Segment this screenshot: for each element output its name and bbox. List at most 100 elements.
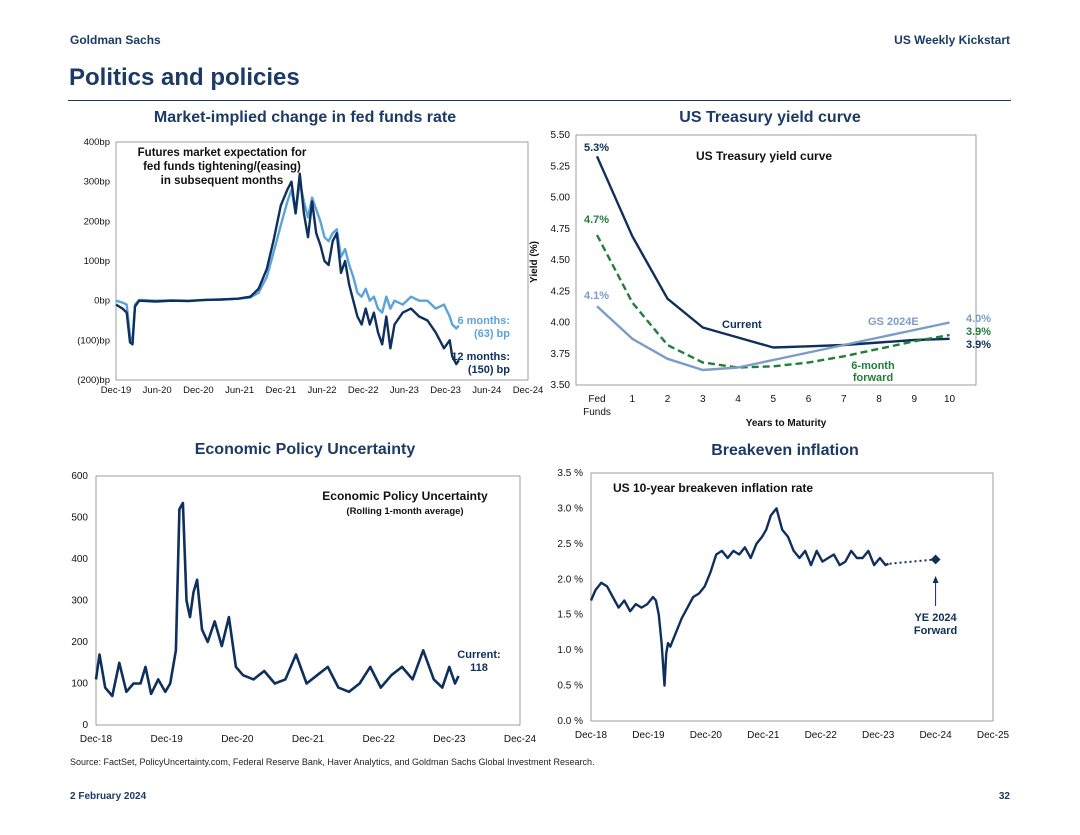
series-name-label: GS 2024E <box>868 316 919 328</box>
inner-title: Economic Policy Uncertainty <box>322 489 488 503</box>
forecast-dotted-line <box>889 558 936 565</box>
fed-panel-title: Market-implied change in fed funds rate <box>153 109 457 126</box>
y-tick-label: (200)bp <box>77 375 110 386</box>
x-tick-label: 8 <box>876 394 882 405</box>
series-name-label: forward <box>853 372 893 384</box>
annotation-line: in subsequent months <box>161 175 284 187</box>
x-tick-label: Dec-23 <box>433 734 466 745</box>
x-tick-sub: Funds <box>583 407 611 418</box>
x-tick-label: Dec-22 <box>363 734 396 745</box>
current-label: 118 <box>470 662 488 674</box>
y-tick-label: (100)bp <box>77 335 110 346</box>
x-tick-label: Dec-18 <box>80 734 113 745</box>
x-tick-label: 10 <box>944 394 956 405</box>
y-tick-label: 4.00 <box>551 318 571 329</box>
x-tick-label: 6 <box>806 394 812 405</box>
forecast-arrow-head <box>932 576 939 583</box>
source-note: Source: FactSet, PolicyUncertainty.com, … <box>70 757 595 767</box>
y-tick-label: 3.50 <box>551 380 571 391</box>
y-tick-label: 300bp <box>84 177 110 188</box>
x-tick-label: 5 <box>770 394 776 405</box>
x-tick-label: Dec-24 <box>504 734 537 745</box>
inner-subtitle: (Rolling 1-month average) <box>346 506 463 517</box>
x-tick-label: Jun-22 <box>307 385 336 396</box>
y-tick-label: 1.5 % <box>557 610 583 621</box>
series-line-breakeven <box>589 507 890 687</box>
y-tick-label: 400bp <box>84 137 110 148</box>
end-label: 6 months: <box>457 315 510 327</box>
forecast-label: Forward <box>914 625 957 637</box>
start-value-label: 4.7% <box>584 214 609 226</box>
y-tick-label: 2.5 % <box>557 539 583 550</box>
x-tick-label: Dec-20 <box>690 730 723 741</box>
y-tick-label: 400 <box>71 554 88 565</box>
x-tick-label: Jun-23 <box>390 385 419 396</box>
x-tick-label: 1 <box>629 394 635 405</box>
brand-label: Goldman Sachs <box>70 33 161 47</box>
end-label: 12 months: <box>451 351 510 363</box>
current-label: Current: <box>457 649 500 661</box>
report-date: 2 February 2024 <box>70 791 147 802</box>
series-name-label: 6-month <box>851 360 895 372</box>
forecast-label: YE 2024 <box>914 612 957 624</box>
annotation-line: fed funds tightening/(easing) <box>143 161 301 173</box>
y-tick-label: 4.75 <box>551 224 571 235</box>
x-tick-label: Dec-22 <box>348 385 379 396</box>
x-tick-label: Dec-21 <box>292 734 325 745</box>
y-tick-label: 100bp <box>84 256 110 267</box>
y-tick-label: 2.0 % <box>557 574 583 585</box>
inner-title: US 10-year breakeven inflation rate <box>613 481 813 495</box>
forecast-marker <box>930 554 941 565</box>
x-tick-label: Dec-24 <box>513 385 544 396</box>
page-number: 32 <box>998 791 1010 802</box>
title-divider <box>68 100 1011 101</box>
x-tick-label: Jun-24 <box>472 385 501 396</box>
y-tick-label: 3.5 % <box>557 468 583 479</box>
x-tick-label: Dec-19 <box>632 730 665 741</box>
start-value-label: 5.3% <box>584 142 609 154</box>
page-title: Politics and policies <box>69 64 300 91</box>
yield-panel-title: US Treasury yield curve <box>679 109 861 126</box>
y-tick-label: 200 <box>71 637 88 648</box>
series-name-label: Current <box>722 319 762 331</box>
y-tick-label: 5.50 <box>551 130 571 141</box>
start-value-label: 4.1% <box>584 290 609 302</box>
x-tick-label: 7 <box>841 394 847 405</box>
x-tick-label: Fed <box>588 394 605 405</box>
end-value-label: 3.9% <box>966 339 991 351</box>
breakeven-panel-title: Breakeven inflation <box>711 442 859 459</box>
series-line-Current <box>595 155 950 349</box>
x-tick-label: Jun-21 <box>225 385 254 396</box>
y-tick-label: 300 <box>71 596 88 607</box>
x-tick-label: Dec-23 <box>430 385 461 396</box>
x-tick-label: Jun-20 <box>143 385 172 396</box>
y-tick-label: 5.25 <box>551 161 571 172</box>
x-tick-label: Dec-24 <box>919 730 952 741</box>
y-tick-label: 0bp <box>94 296 110 307</box>
y-tick-label: 3.0 % <box>557 503 583 514</box>
y-tick-label: 100 <box>71 679 88 690</box>
x-tick-label: 2 <box>665 394 671 405</box>
y-tick-label: 3.75 <box>551 349 571 360</box>
series-line-epu <box>94 501 460 698</box>
y-tick-label: 600 <box>71 471 88 482</box>
y-tick-label: 4.50 <box>551 255 571 266</box>
end-label: (63) bp <box>474 328 510 340</box>
x-tick-label: Dec-23 <box>862 730 895 741</box>
inner-title: US Treasury yield curve <box>696 149 832 163</box>
y-tick-label: 200bp <box>84 216 110 227</box>
plot-frame <box>115 141 529 381</box>
x-tick-label: Dec-21 <box>265 385 296 396</box>
y-tick-label: 4.25 <box>551 286 571 297</box>
end-value-label: 3.9% <box>966 326 991 338</box>
x-tick-label: Dec-19 <box>101 385 132 396</box>
epu-panel-title: Economic Policy Uncertainty <box>194 441 416 458</box>
series-line-GS-2024E <box>596 305 950 372</box>
end-value-label: 4.0% <box>966 313 991 325</box>
series-line-12-months <box>115 172 460 366</box>
plot-frame <box>590 472 994 722</box>
